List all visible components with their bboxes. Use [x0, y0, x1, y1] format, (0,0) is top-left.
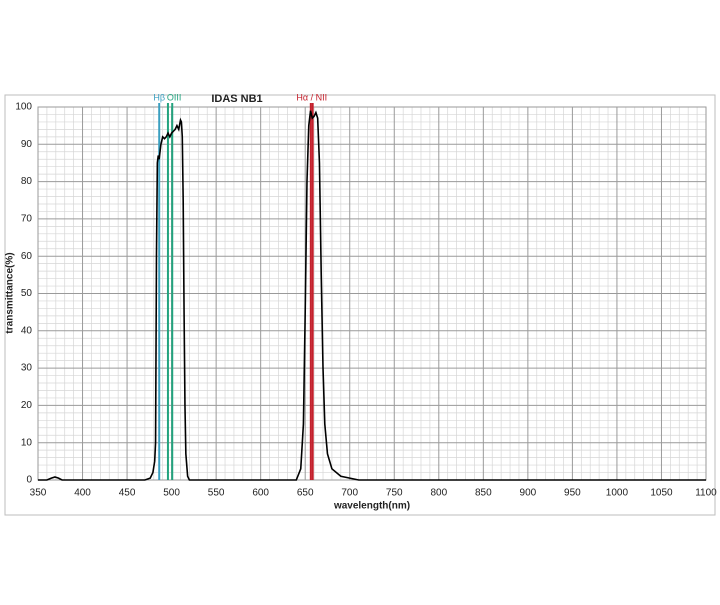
x-tick-label: 600	[252, 488, 269, 499]
x-tick-label: 450	[119, 488, 136, 499]
x-tick-label: 900	[520, 488, 537, 499]
x-tick-label: 800	[430, 488, 447, 499]
transmission-curve	[38, 110, 706, 481]
y-tick-label: 50	[21, 288, 33, 299]
y-tick-label: 70	[21, 214, 33, 225]
y-tick-label: 60	[21, 251, 33, 262]
y-tick-label: 10	[21, 437, 33, 448]
chart-frame	[4, 94, 716, 516]
y-tick-label: 80	[21, 176, 33, 187]
y-tick-label: 100	[15, 102, 32, 113]
y-tick-label: 20	[21, 400, 33, 411]
x-tick-label: 550	[208, 488, 225, 499]
x-tick-label: 850	[475, 488, 492, 499]
y-tick-label: 90	[21, 139, 33, 150]
x-tick-label: 750	[386, 488, 403, 499]
x-tick-label: 400	[74, 488, 91, 499]
x-tick-label: 1000	[606, 488, 629, 499]
y-tick-label: 40	[21, 325, 33, 336]
x-tick-label: 350	[30, 488, 47, 499]
x-tick-label: 650	[297, 488, 314, 499]
x-tick-label: 1050	[650, 488, 673, 499]
x-tick-label: 1100	[695, 488, 717, 499]
x-tick-label: 950	[564, 488, 581, 499]
y-tick-label: 0	[26, 475, 32, 486]
emission-label: Hα / NII	[296, 92, 327, 102]
x-tick-label: 500	[163, 488, 180, 499]
emission-label: OIII	[167, 92, 182, 102]
chart-title: IDAS NB1	[211, 93, 262, 105]
x-axis-label: wavelength(nm)	[333, 501, 410, 512]
emission-label: Hβ	[153, 92, 165, 102]
y-tick-label: 30	[21, 363, 33, 374]
x-tick-label: 700	[341, 488, 358, 499]
y-axis-label: transmittance(%)	[5, 252, 16, 333]
